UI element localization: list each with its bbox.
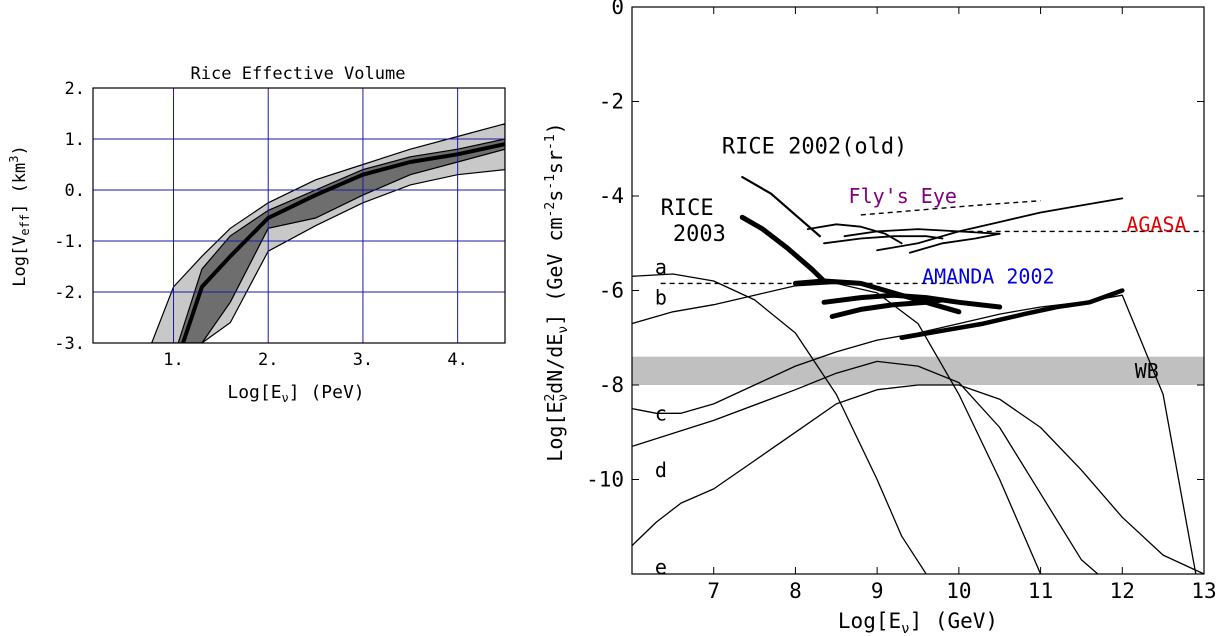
right-x-tick-labels: 7 8 9 10 11 12 13 — [707, 579, 1216, 603]
curve-label-2003: 2003 — [673, 222, 726, 247]
right-y-tick-label: -10 — [586, 468, 624, 492]
curve-label-agasa: AGASA — [1126, 212, 1186, 236]
left-x-tick-label: 4. — [447, 350, 467, 370]
right-y-axis-label: Log[E2νdN/dEν] (GeV cm-2s-1sr-1) — [543, 122, 571, 461]
left-y-tick-label: -2. — [54, 283, 85, 303]
left-x-axis-label-tail: ] (PeV) — [289, 382, 365, 403]
left-y-axis-label-close: ) — [10, 145, 30, 155]
right-y-tick-labels: 0 -2 -4 -6 -8 -10 — [586, 0, 624, 492]
right-y-axis-label-sub2: ν — [556, 326, 571, 334]
right-y-tick-label: -8 — [599, 373, 624, 397]
right-x-axis-label-sub: ν — [901, 621, 909, 636]
flux-line-rice-2002-old — [741, 176, 821, 238]
curve-label-rice-2002-old: RICE 2002(old) — [722, 134, 907, 159]
right-y-axis-label-mid: dN/dE — [543, 334, 567, 394]
left-y-tick-label: 2. — [65, 79, 85, 99]
curve-label-fly-s-eye: Fly's Eye — [849, 184, 957, 208]
flux-line-rice-2003 — [792, 278, 962, 315]
left-y-axis-label: Log[Veff] (km3) — [7, 145, 32, 287]
right-y-axis-label-sr: sr — [543, 150, 567, 174]
left-y-axis-label-main: Log[V — [10, 236, 30, 287]
left-y-tick-label: 0. — [65, 181, 85, 201]
left-plot-content — [93, 88, 505, 343]
right-y-tick-label: -4 — [599, 184, 624, 208]
curve-label-rice: RICE — [661, 196, 714, 221]
right-y-tick-label: -2 — [599, 90, 624, 114]
right-y-tick-label: 0 — [611, 0, 624, 19]
wb-band-label: WB — [1135, 359, 1159, 383]
left-x-tick-label: 2. — [258, 350, 278, 370]
right-plot-content — [632, 176, 1204, 574]
curve-label-amanda-2002: AMANDA 2002 — [922, 264, 1054, 288]
right-x-tick-label: 9 — [871, 579, 884, 603]
curve-label-e: e — [655, 555, 667, 579]
flux-line-a — [632, 273, 927, 574]
curve-label-a: a — [655, 255, 667, 279]
right-y-tick-label: -6 — [599, 279, 624, 303]
flux-line-rice-2003 — [739, 214, 827, 284]
left-plot-area — [92, 87, 506, 344]
left-x-axis-label-main: Log[E — [227, 382, 281, 403]
left-y-axis-label-sub: eff — [18, 214, 32, 236]
right-y-axis-label-close: ) — [543, 122, 567, 134]
dashed-limit-fly-s-eye — [860, 200, 1041, 216]
left-y-tick-label: -1. — [54, 232, 85, 252]
flux-line-amanda-2002 — [899, 288, 1125, 341]
wb-bound-band — [632, 356, 1204, 385]
flux-line-fly-s-eye — [843, 228, 1001, 238]
left-y-axis-label-tail: ] (km — [10, 163, 30, 214]
right-x-tick-label: 13 — [1191, 579, 1216, 603]
curve-label-b: b — [655, 286, 667, 310]
left-plot-frame — [92, 87, 506, 344]
right-y-axis-label-main: Log[E — [543, 402, 567, 462]
curve-label-d: d — [655, 458, 667, 482]
rice-effective-volume-chart: Rice Effective Volume 2. 1. 0. -1. -2. -3. 1.… — [7, 64, 506, 405]
right-x-tick-label: 7 — [707, 579, 720, 603]
curve-label-c: c — [655, 401, 667, 425]
flux-line-b — [632, 282, 1042, 574]
right-y-axis-label-s: s — [543, 190, 567, 202]
left-x-tick-labels: 1. 2. 3. 4. — [163, 350, 468, 370]
left-x-axis-label-sub: ν — [282, 391, 289, 405]
right-x-tick-label: 10 — [946, 579, 971, 603]
flux-line-agasa — [908, 232, 1001, 254]
flux-line-rice-2003 — [821, 292, 1003, 310]
right-y-axis-label-sup3: -1 — [543, 174, 558, 190]
left-x-tick-label: 1. — [163, 350, 183, 370]
right-y-axis-label-sub1: ν — [556, 394, 571, 402]
right-y-axis-label-sup4: -1 — [543, 134, 558, 150]
left-y-tick-label: 1. — [65, 130, 85, 150]
right-y-axis-label-sup1: 2 — [543, 394, 558, 402]
flux-line-rice-2003 — [829, 297, 945, 319]
right-x-tick-label: 8 — [789, 579, 802, 603]
flux-line-d — [632, 360, 1099, 574]
flux-line-e — [632, 384, 1204, 574]
effective-volume-band-1 — [151, 123, 505, 343]
left-y-tick-label: -3. — [54, 334, 85, 354]
left-y-tick-labels: 2. 1. 0. -1. -2. -3. — [54, 79, 85, 354]
right-x-axis-label: Log[Eν] (GeV) — [838, 609, 998, 636]
right-y-axis-label-tail: ] (GeV cm — [543, 217, 567, 325]
right-x-axis-label-main: Log[E — [838, 609, 901, 633]
left-x-axis-label: Log[Eν] (PeV) — [227, 382, 364, 405]
right-y-axis-label-sup2: -2 — [543, 202, 558, 218]
right-x-tick-label: 11 — [1028, 579, 1053, 603]
flux-line-agasa — [876, 197, 1124, 252]
left-y-axis-label-sup: 3 — [7, 155, 21, 162]
left-x-tick-label: 3. — [353, 350, 373, 370]
left-chart-title: Rice Effective Volume — [191, 64, 406, 84]
flux-line-fly-s-eye — [823, 235, 944, 245]
effective-volume-median-line — [181, 142, 505, 343]
right-x-axis-label-tail: ] (GeV) — [910, 609, 999, 633]
right-x-tick-label: 12 — [1110, 579, 1135, 603]
